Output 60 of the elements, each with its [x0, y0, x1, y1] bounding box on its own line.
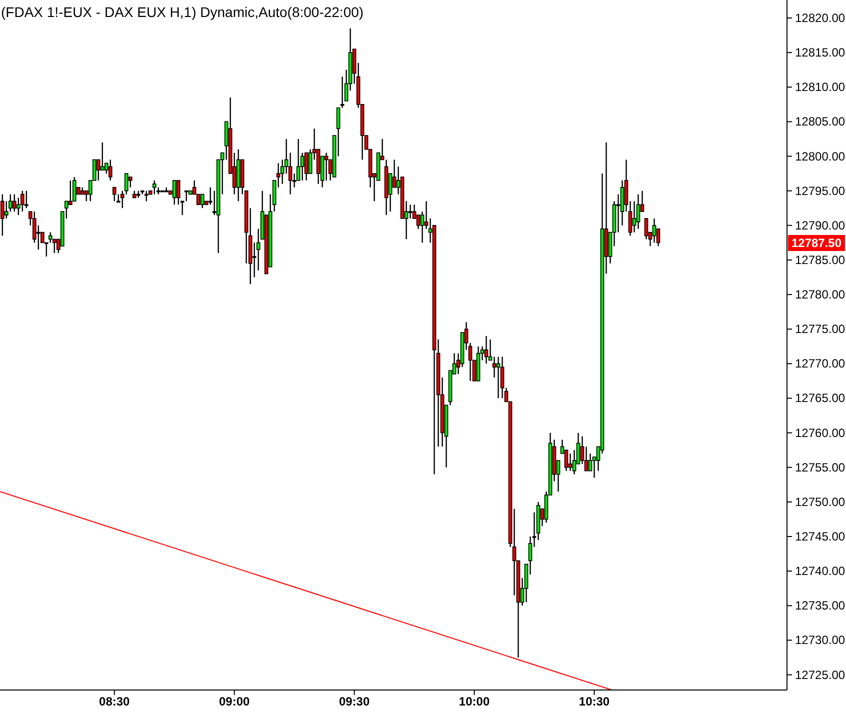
y-tick-label: 12805.00	[795, 114, 846, 129]
candlestick	[48, 232, 52, 244]
candlestick	[72, 176, 76, 202]
candlestick	[120, 190, 124, 209]
y-tick-label: 12755.00	[795, 460, 846, 474]
chart-title: (FDAX 1!-EUX - DAX EUX H,1) Dynamic,Auto(8:00-22:00)	[1, 4, 364, 20]
y-tick-label: 12815.00	[795, 46, 846, 60]
y-tick-label: 12785.00	[795, 252, 846, 267]
y-tick-label: 12760.00	[795, 426, 846, 440]
y-tick-label: 12790.00	[795, 218, 846, 232]
y-tick-label: 12770.00	[795, 356, 846, 371]
candlestick	[408, 204, 412, 220]
y-tick-label: 12780.00	[795, 288, 846, 302]
candlestick	[496, 356, 500, 399]
candlestick	[484, 335, 488, 364]
candlestick	[200, 194, 204, 209]
candlestick	[68, 180, 72, 206]
y-tick-label: 12740.00	[795, 564, 846, 578]
candlestick	[416, 214, 420, 230]
candlestick	[0, 194, 4, 236]
candlestick	[100, 142, 104, 171]
candlestick	[112, 186, 116, 202]
text: 12787.50	[788, 234, 845, 251]
x-tick-label: 09:00	[218, 694, 250, 709]
y-tick-label: 12745.00	[795, 530, 846, 544]
candlestick	[564, 449, 568, 472]
candlestick	[108, 159, 112, 182]
candlestick	[568, 452, 572, 472]
y-tick-label: 12810.00	[795, 80, 846, 94]
candlestick	[124, 172, 128, 195]
y-tick-label: 12735.00	[795, 598, 846, 613]
candlestick	[636, 194, 640, 230]
x-tick-label: 10:30	[578, 694, 610, 709]
candlestick	[12, 194, 16, 212]
y-tick-label: 12775.00	[795, 322, 846, 336]
candlestick	[176, 180, 180, 206]
x-tick-label: 10:00	[458, 694, 490, 709]
candlestick	[304, 152, 308, 182]
y-tick-label: 12800.00	[795, 149, 846, 164]
candlestick	[152, 180, 156, 195]
candlestick	[128, 176, 132, 188]
y-tick-label: 12725.00	[795, 668, 846, 682]
x-tick-label: 08:30	[99, 694, 130, 709]
y-tick-label: 12820.00	[795, 10, 846, 25]
candlestick	[180, 200, 184, 216]
candlestick	[500, 356, 504, 399]
y-tick-label: 12795.00	[795, 184, 846, 198]
candlestick	[184, 190, 188, 202]
y-tick-label: 12730.00	[795, 633, 846, 648]
candlestick	[20, 190, 24, 212]
candlestick	[324, 152, 328, 182]
candlestick	[492, 356, 496, 378]
y-tick-label: 12765.00	[795, 391, 846, 406]
candlestick	[24, 190, 28, 209]
candlestick	[652, 218, 656, 244]
x-tick-label: 09:30	[338, 694, 370, 709]
candlestick	[172, 180, 176, 206]
y-tick-label: 12750.00	[795, 494, 846, 509]
candlestick	[144, 190, 148, 202]
candlestick	[644, 218, 648, 240]
